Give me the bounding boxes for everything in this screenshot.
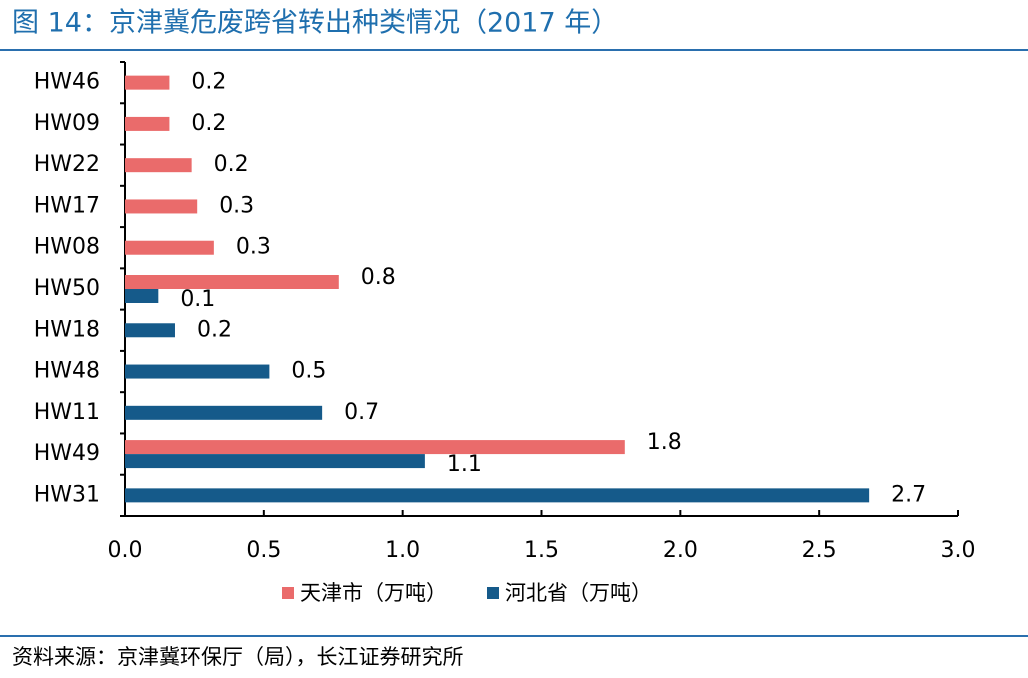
- x-tick-label: 2.5: [802, 538, 837, 563]
- x-tick-label: 2.0: [663, 538, 698, 563]
- chart-title: 图 14：京津冀危废跨省转出种类情况（2017 年）: [12, 8, 618, 39]
- y-tick-label: HW17: [34, 193, 100, 218]
- y-tick-label: HW08: [34, 235, 100, 260]
- legend-label: 天津市（万吨）: [300, 581, 447, 605]
- y-tick-label: HW11: [34, 400, 100, 425]
- value-label: 0.2: [197, 317, 232, 342]
- bar: [125, 454, 425, 469]
- value-label: 0.3: [219, 193, 254, 218]
- x-tick-label: 0.5: [246, 538, 281, 563]
- value-label: 2.7: [891, 482, 926, 507]
- value-label: 0.2: [191, 111, 226, 136]
- value-label: 0.5: [291, 359, 326, 384]
- x-tick-label: 3.0: [941, 538, 976, 563]
- value-label: 0.3: [236, 235, 271, 260]
- x-tick-label: 1.0: [385, 538, 420, 563]
- y-tick-label: HW48: [34, 359, 100, 384]
- bar: [125, 116, 170, 131]
- y-tick-label: HW49: [34, 441, 100, 466]
- value-label: 1.1: [447, 452, 482, 477]
- bar: [125, 405, 323, 420]
- bar: [125, 75, 170, 90]
- y-tick-label: HW22: [34, 152, 100, 177]
- value-label: 0.8: [361, 265, 396, 290]
- bar: [125, 240, 214, 255]
- y-tick-label: HW18: [34, 317, 100, 342]
- value-label: 0.2: [191, 70, 226, 95]
- y-tick-label: HW46: [34, 70, 100, 95]
- value-label: 0.2: [214, 152, 249, 177]
- bar: [125, 440, 625, 455]
- x-tick-label: 1.5: [524, 538, 559, 563]
- y-tick-label: HW31: [34, 482, 100, 507]
- bar: [125, 275, 339, 289]
- x-tick-label: 0.0: [108, 538, 143, 563]
- legend-label: 河北省（万吨）: [505, 581, 652, 605]
- bar: [125, 158, 192, 173]
- bar: [125, 289, 159, 303]
- value-label: 0.7: [344, 400, 379, 425]
- legend-swatch: [282, 587, 294, 599]
- bar: [125, 364, 270, 379]
- bar: [125, 488, 870, 503]
- y-tick-label: HW50: [34, 276, 100, 301]
- bar: [125, 323, 175, 338]
- y-tick-label: HW09: [34, 111, 100, 136]
- value-label: 1.8: [647, 430, 682, 455]
- legend-swatch: [487, 587, 499, 599]
- source: 资料来源：京津冀环保厅（局），长江证券研究所: [12, 645, 464, 669]
- value-label: 0.1: [180, 287, 215, 312]
- bar: [125, 199, 198, 214]
